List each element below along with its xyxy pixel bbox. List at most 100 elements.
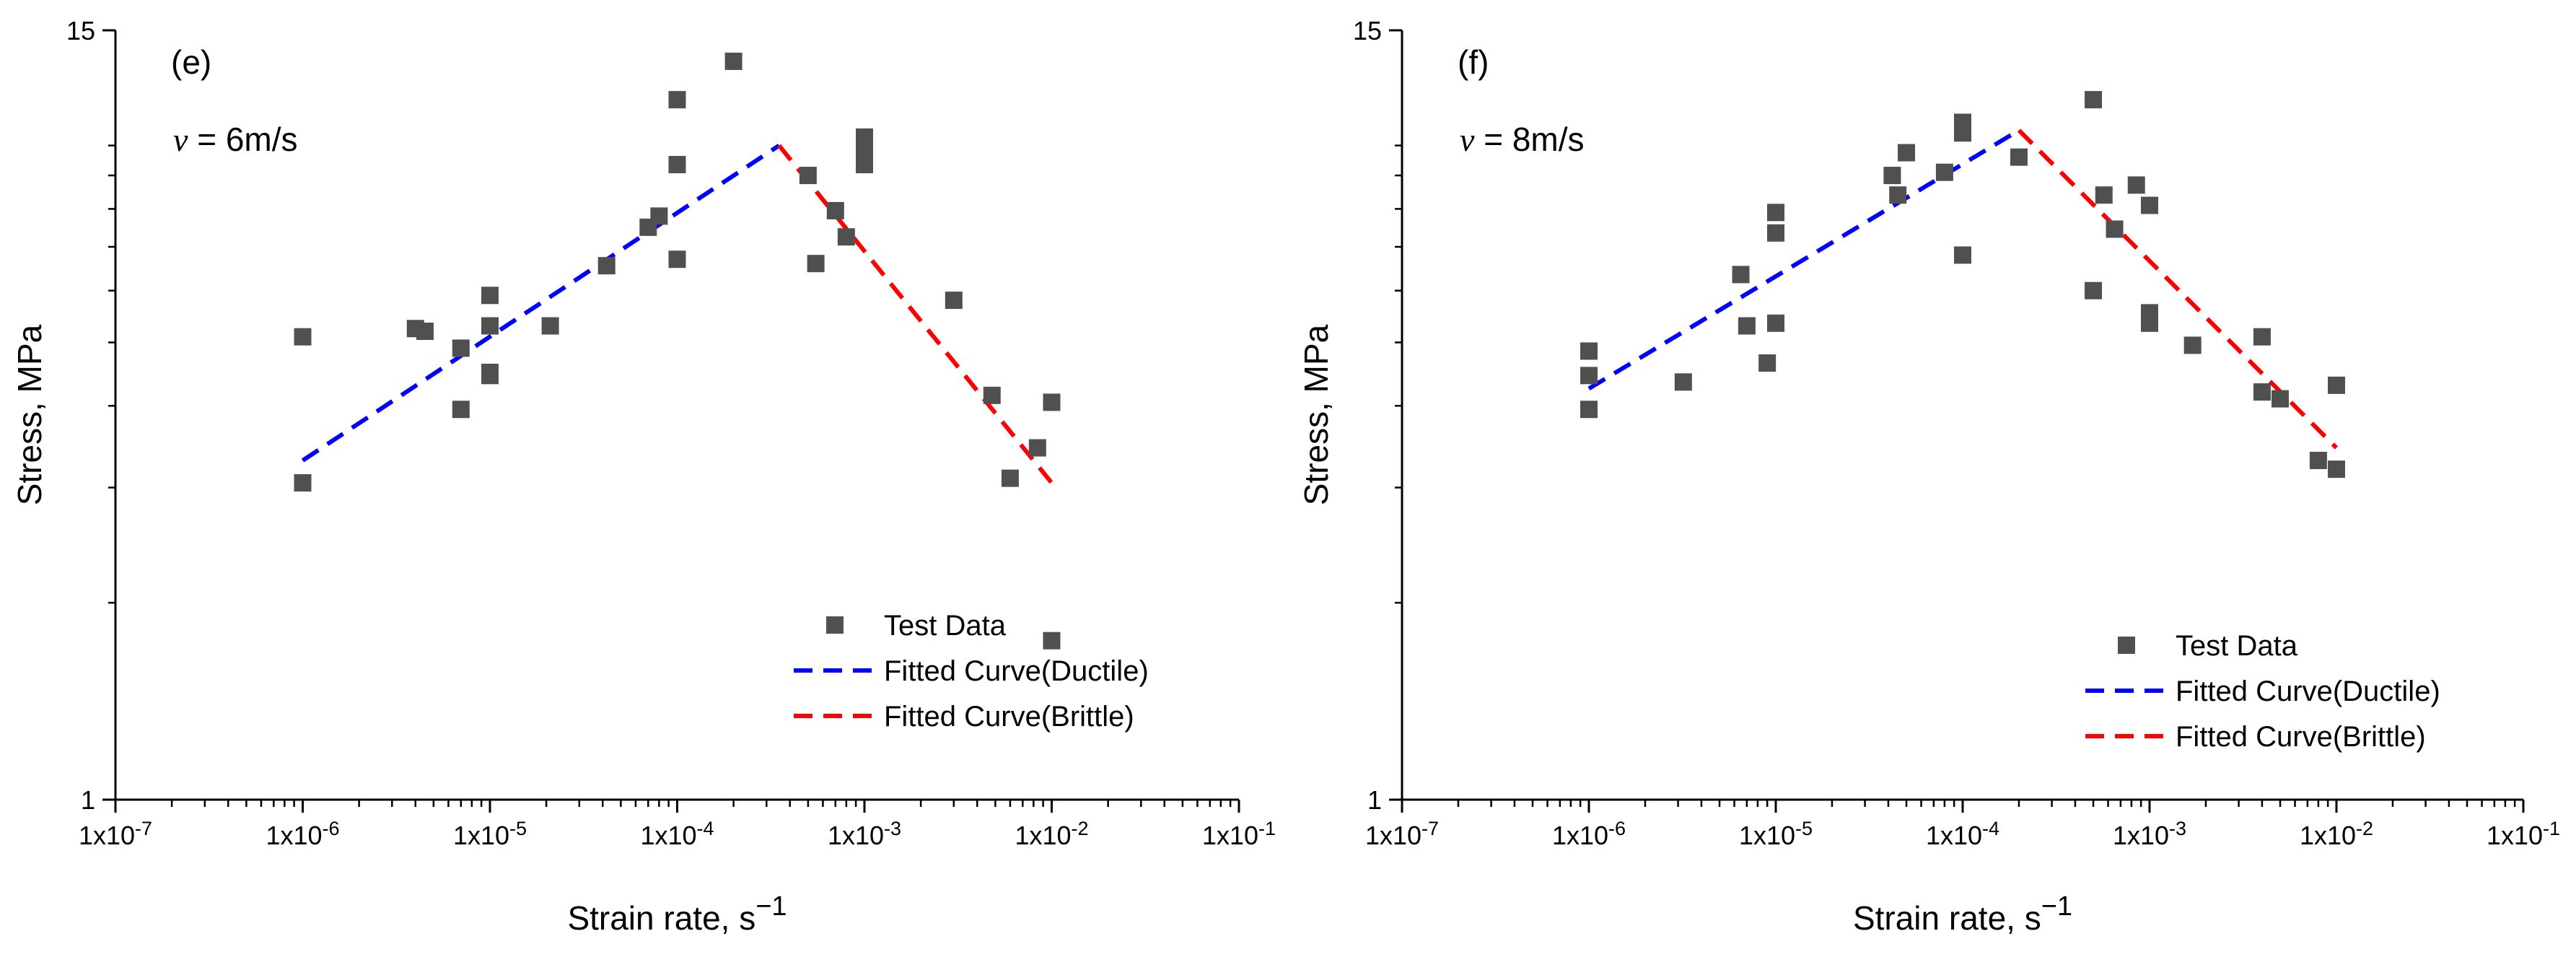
data-point [452,401,470,419]
x-tick-exponent: -5 [509,818,527,839]
data-point [2085,281,2103,300]
x-tick-mantissa: 1x10 [79,821,135,850]
data-point [481,317,499,335]
legend-marker-test-data [2118,637,2135,654]
x-tick-exponent: -3 [2169,818,2186,839]
fitted-curve-brittle [2017,128,2339,450]
data-point [541,317,559,335]
data-point [2127,176,2145,194]
data-point [1954,246,1971,264]
x-tick-mantissa: 1x10 [1926,821,1982,850]
panel-label: (e) [171,43,211,81]
velocity-symbol: v [1460,121,1475,158]
data-point [1738,317,1756,335]
velocity-value: = 6m/s [188,121,297,158]
data-point [1580,401,1598,419]
data-point [481,287,499,305]
x-tick-label: 1x10-6 [266,818,339,850]
x-tick-mantissa: 1x10 [1365,821,1421,850]
x-tick-exponent: -5 [1795,818,1813,839]
x-tick-label: 1x10-5 [453,818,527,850]
data-point [837,228,855,246]
y-axis-title: Stress, MPa [11,324,48,505]
data-point [452,339,470,357]
data-point [807,255,825,273]
x-tick-exponent: -1 [1258,818,1276,839]
data-point [1767,224,1784,242]
legend-label: Fitted Curve(Brittle) [2176,721,2426,753]
x-tick-mantissa: 1x10 [266,821,322,850]
x-tick-exponent: -6 [1608,818,1626,839]
data-point [945,292,963,310]
y-tick-label: 1 [1367,785,1382,815]
data-point [826,201,844,219]
data-point [2085,91,2103,109]
chart-panel-f: 1x10-7 1x10-6 1x10-5 1x10-4 1x10-3 1x10-2 1x10… [1297,16,2560,937]
fitted-curve-brittle [777,144,1053,484]
x-axis-title: Strain rate, s−1 [567,891,787,937]
panel-label: (f) [1458,43,1489,81]
data-point [294,474,312,492]
x-tick-mantissa: 1x10 [1202,821,1258,850]
velocity-annotation: v = 6m/s [173,121,298,158]
x-tick-exponent: -4 [697,818,714,839]
x-tick-exponent: -2 [2356,818,2373,839]
legend-label: Fitted Curve(Brittle) [884,701,1134,733]
x-tick-label: 1x10-4 [640,818,714,850]
x-tick-mantissa: 1x10 [640,821,696,850]
x-tick-mantissa: 1x10 [2487,821,2543,850]
x-tick-exponent: -6 [323,818,340,839]
x-tick-mantissa: 1x10 [2300,821,2356,850]
data-point [1758,354,1777,372]
data-point [597,257,615,275]
data-point [668,91,686,109]
fitted-curve-ductile [301,144,781,463]
data-point [2141,314,2158,332]
data-point [2141,196,2158,214]
data-point [1883,167,1901,185]
x-tick-exponent: -2 [1072,818,1089,839]
data-point [2253,328,2271,346]
data-point [416,323,434,341]
data-point [724,52,742,70]
data-point [2309,452,2327,470]
y-axis-title: Stress, MPa [1297,324,1335,505]
velocity-value: = 8m/s [1474,121,1584,158]
legend-label: Fitted Curve(Ductile) [2176,676,2440,707]
data-point [481,367,499,385]
data-point [1889,186,1907,204]
velocity-annotation: v = 8m/s [1460,121,1585,158]
x-tick-exponent: -7 [1421,818,1439,839]
data-point [1898,144,1916,162]
x-tick-mantissa: 1x10 [1552,821,1608,850]
x-tick-exponent: -3 [884,818,901,839]
data-point [1001,469,1019,487]
data-point [294,328,312,346]
data-point [1732,266,1750,284]
x-axis-title: Strain rate, s−1 [1853,891,2072,937]
data-point [2106,220,2124,238]
data-point [2253,383,2271,401]
x-tick-label: 1x10-5 [1739,818,1813,850]
data-point [1580,342,1598,360]
data-point [650,207,668,225]
x-tick-label: 1x10-6 [1552,818,1626,850]
x-tick-label: 1x10-7 [1365,818,1439,850]
legend-label: Fitted Curve(Ductile) [884,655,1149,687]
data-point [668,156,686,174]
data-point [1954,124,1971,142]
x-tick-mantissa: 1x10 [1739,821,1795,850]
x-tick-label: 1x10-7 [79,818,152,850]
x-tick-mantissa: 1x10 [1015,821,1071,850]
data-point [2095,186,2113,204]
data-point [1028,439,1046,457]
x-tick-mantissa: 1x10 [2113,821,2169,850]
data-point [2328,376,2345,394]
data-point [799,167,817,185]
data-point [1674,373,1692,391]
legend-label: Test Data [2176,630,2298,662]
x-tick-label: 1x10-1 [1202,818,1276,850]
x-tick-label: 1x10-2 [1015,818,1088,850]
chart-panel-e: 1x10-7 1x10-6 1x10-5 1x10-4 1x10-3 1x10-2 1x10… [11,16,1276,937]
